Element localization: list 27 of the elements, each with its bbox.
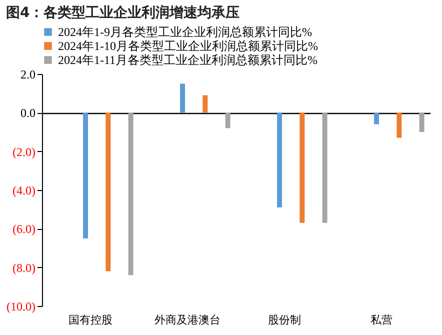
legend-label: 2024年1-10月各类型工业企业利润总额累计同比% [58, 39, 318, 53]
bar [225, 112, 230, 128]
legend-label: 2024年1-9月各类型工业企业利润总额累计同比% [58, 25, 312, 39]
bar [106, 112, 111, 272]
bar [202, 95, 208, 113]
bar [419, 112, 424, 132]
chart-title: 图4：各类型工业企业利润增速均承压 [6, 4, 240, 21]
y-tick-label: (8.0) [12, 260, 36, 275]
bar [83, 112, 88, 238]
x-tick-label: 外商及港澳台 [154, 314, 220, 326]
y-tick-label: 2.0 [20, 68, 36, 82]
bar [396, 112, 402, 138]
y-tick-label: 0.0 [20, 106, 36, 120]
bar [277, 112, 282, 208]
x-tick-label: 国有控股 [68, 314, 112, 326]
y-tick-label: (4.0) [12, 184, 36, 198]
x-tick-label: 私营 [370, 314, 392, 326]
y-tick-label: (6.0) [12, 222, 36, 236]
bar [374, 112, 380, 124]
y-tick-label: (2.0) [12, 144, 36, 159]
bar [300, 112, 305, 223]
bar [180, 84, 186, 113]
legend-label: 2024年1-11月各类型工业企业利润总额累计同比% [58, 53, 318, 67]
x-tick-label: 股份制 [268, 314, 301, 326]
bar [322, 112, 328, 223]
y-tick-label: (10.0) [6, 300, 36, 314]
bar [128, 112, 134, 276]
